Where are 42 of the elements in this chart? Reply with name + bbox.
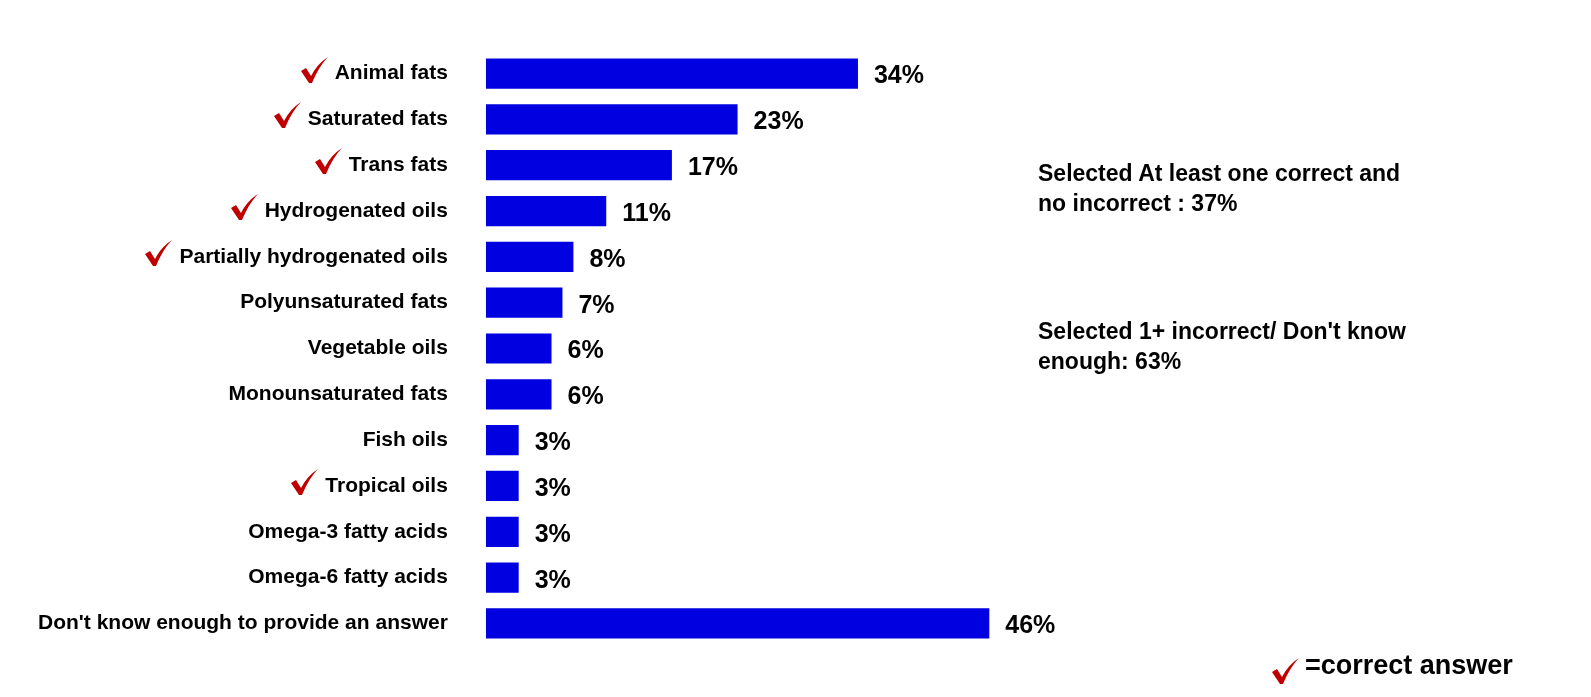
y-tick-label: Monounsaturated fats [228,381,448,405]
y-tick-label: Omega-6 fatty acids [248,564,448,588]
data-label: 3% [534,564,571,593]
y-tick-label: Trans fats [348,151,448,175]
bar [485,425,519,456]
data-label: 34% [873,60,925,89]
bar [485,287,563,318]
y-tick-label: Fish oils [362,426,448,450]
bar [485,562,519,593]
y-tick-label: Vegetable oils [307,335,448,359]
y-tick-label: Polyunsaturated fats [240,289,448,313]
text: Selected At least one correct and no incorrect : 37% [1038,159,1402,218]
y-tick-label: Tropical oils [325,472,448,496]
y-tick-label: Hydrogenated oils [264,197,448,221]
data-label: 6% [567,335,604,364]
y-tick-label: Saturated fats [307,106,448,130]
bar [485,150,672,181]
data-label: 3% [534,472,571,501]
data-label: 6% [567,381,604,410]
data-label: 3% [534,518,571,547]
y-tick-label: Don't know enough to provide an answer [37,610,448,634]
data-label: 23% [753,106,804,135]
bar [485,333,552,364]
data-label: 8% [589,243,626,272]
data-label: 11% [622,197,671,226]
bar [485,195,607,227]
bar [485,379,552,410]
data-label: 17% [687,152,738,181]
data-label: 7% [578,289,615,318]
data-label: 3% [534,427,571,456]
bar [485,516,519,547]
bar [485,104,738,135]
data-label: 46% [1005,610,1056,639]
bar [485,58,858,89]
y-tick-label: Omega-3 fatty acids [248,518,448,542]
bar [485,470,519,502]
y-tick-label: Animal fats [334,60,448,84]
bar [485,241,574,272]
text: =correct answer [1305,650,1513,680]
y-tick-label: Partially hydrogenated oils [179,243,448,267]
bar [485,608,990,639]
text: Selected 1+ incorrect/ Don't know enough: 63% [1038,317,1407,376]
